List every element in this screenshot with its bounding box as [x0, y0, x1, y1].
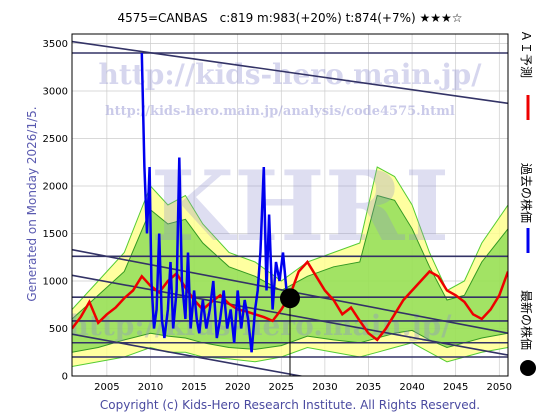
- x-tick-label: 2035: [356, 382, 381, 393]
- watermark-url: http://kids-hero.main.jp/: [99, 58, 483, 91]
- legend: ＡＩ予測 過去の株価 最新の株価: [519, 30, 536, 376]
- plot-area: KHRI http://kids-hero.main.jp/ http://ki…: [71, 33, 509, 377]
- x-tick-label: 2040: [399, 382, 424, 393]
- y-tick-label: 2000: [43, 182, 68, 193]
- legend-swatch-latest-price: [520, 360, 536, 376]
- trend-line: [72, 40, 508, 105]
- x-tick-label: 2030: [312, 382, 337, 393]
- generated-date: Generated on Monday 2026/1/5.: [25, 106, 39, 301]
- x-axis-ticks: 2005 2010 2015 2020 2025 2030 2035 2040 2045 2050: [94, 382, 512, 393]
- latest-price-marker: [280, 288, 300, 309]
- x-tick-label: 2045: [443, 382, 468, 393]
- y-tick-label: 1500: [43, 229, 68, 240]
- watermark: KHRI http://kids-hero.main.jp/ http://ki…: [72, 58, 483, 342]
- legend-label-ai-forecast: ＡＩ予測: [519, 30, 533, 78]
- x-tick-label: 2010: [138, 382, 163, 393]
- watermark-url-analysis: http://kids-hero.main.jp/analysis/code45…: [105, 104, 455, 119]
- y-tick-label: 1000: [43, 277, 68, 288]
- x-tick-label: 2015: [181, 382, 206, 393]
- x-tick-label: 2005: [94, 382, 119, 393]
- y-axis-ticks: 0 500 1000 1500 2000 2500 3000 3500: [43, 39, 68, 383]
- chart-title: 4575=CANBAS c:819 m:983(+20%) t:874(+7%)…: [117, 11, 462, 25]
- y-tick-label: 500: [49, 324, 68, 335]
- y-tick-label: 2500: [43, 134, 68, 145]
- y-tick-label: 3000: [43, 87, 68, 98]
- legend-label-latest-price: 最新の株価: [519, 290, 534, 350]
- past-price-line: [140, 52, 292, 353]
- x-tick-label: 2020: [225, 382, 250, 393]
- y-tick-label: 3500: [43, 39, 68, 50]
- plot-frame: [71, 33, 509, 377]
- x-tick-label: 2050: [487, 382, 512, 393]
- copyright: Copyright (c) Kids-Hero Research Institu…: [100, 398, 480, 412]
- watermark-big: KHRI: [151, 150, 450, 263]
- legend-label-past-price: 過去の株価: [519, 163, 534, 223]
- x-tick-label: 2025: [269, 382, 294, 393]
- y-tick-label: 0: [62, 372, 68, 383]
